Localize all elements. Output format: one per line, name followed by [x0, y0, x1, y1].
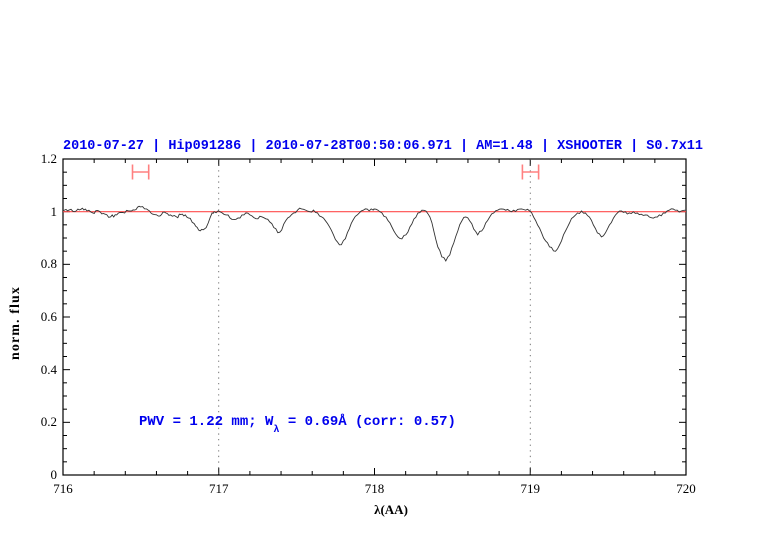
svg-text:718: 718	[365, 481, 385, 496]
svg-text:0.6: 0.6	[41, 309, 58, 324]
svg-text:720: 720	[676, 481, 696, 496]
svg-text:1: 1	[51, 204, 58, 219]
svg-text:0.8: 0.8	[41, 256, 57, 271]
svg-text:1.2: 1.2	[41, 151, 57, 166]
svg-text:717: 717	[209, 481, 229, 496]
svg-text:719: 719	[521, 481, 541, 496]
svg-text:0.2: 0.2	[41, 414, 57, 429]
svg-text:716: 716	[53, 481, 73, 496]
svg-text:0.4: 0.4	[41, 362, 58, 377]
svg-text:0: 0	[51, 467, 58, 482]
